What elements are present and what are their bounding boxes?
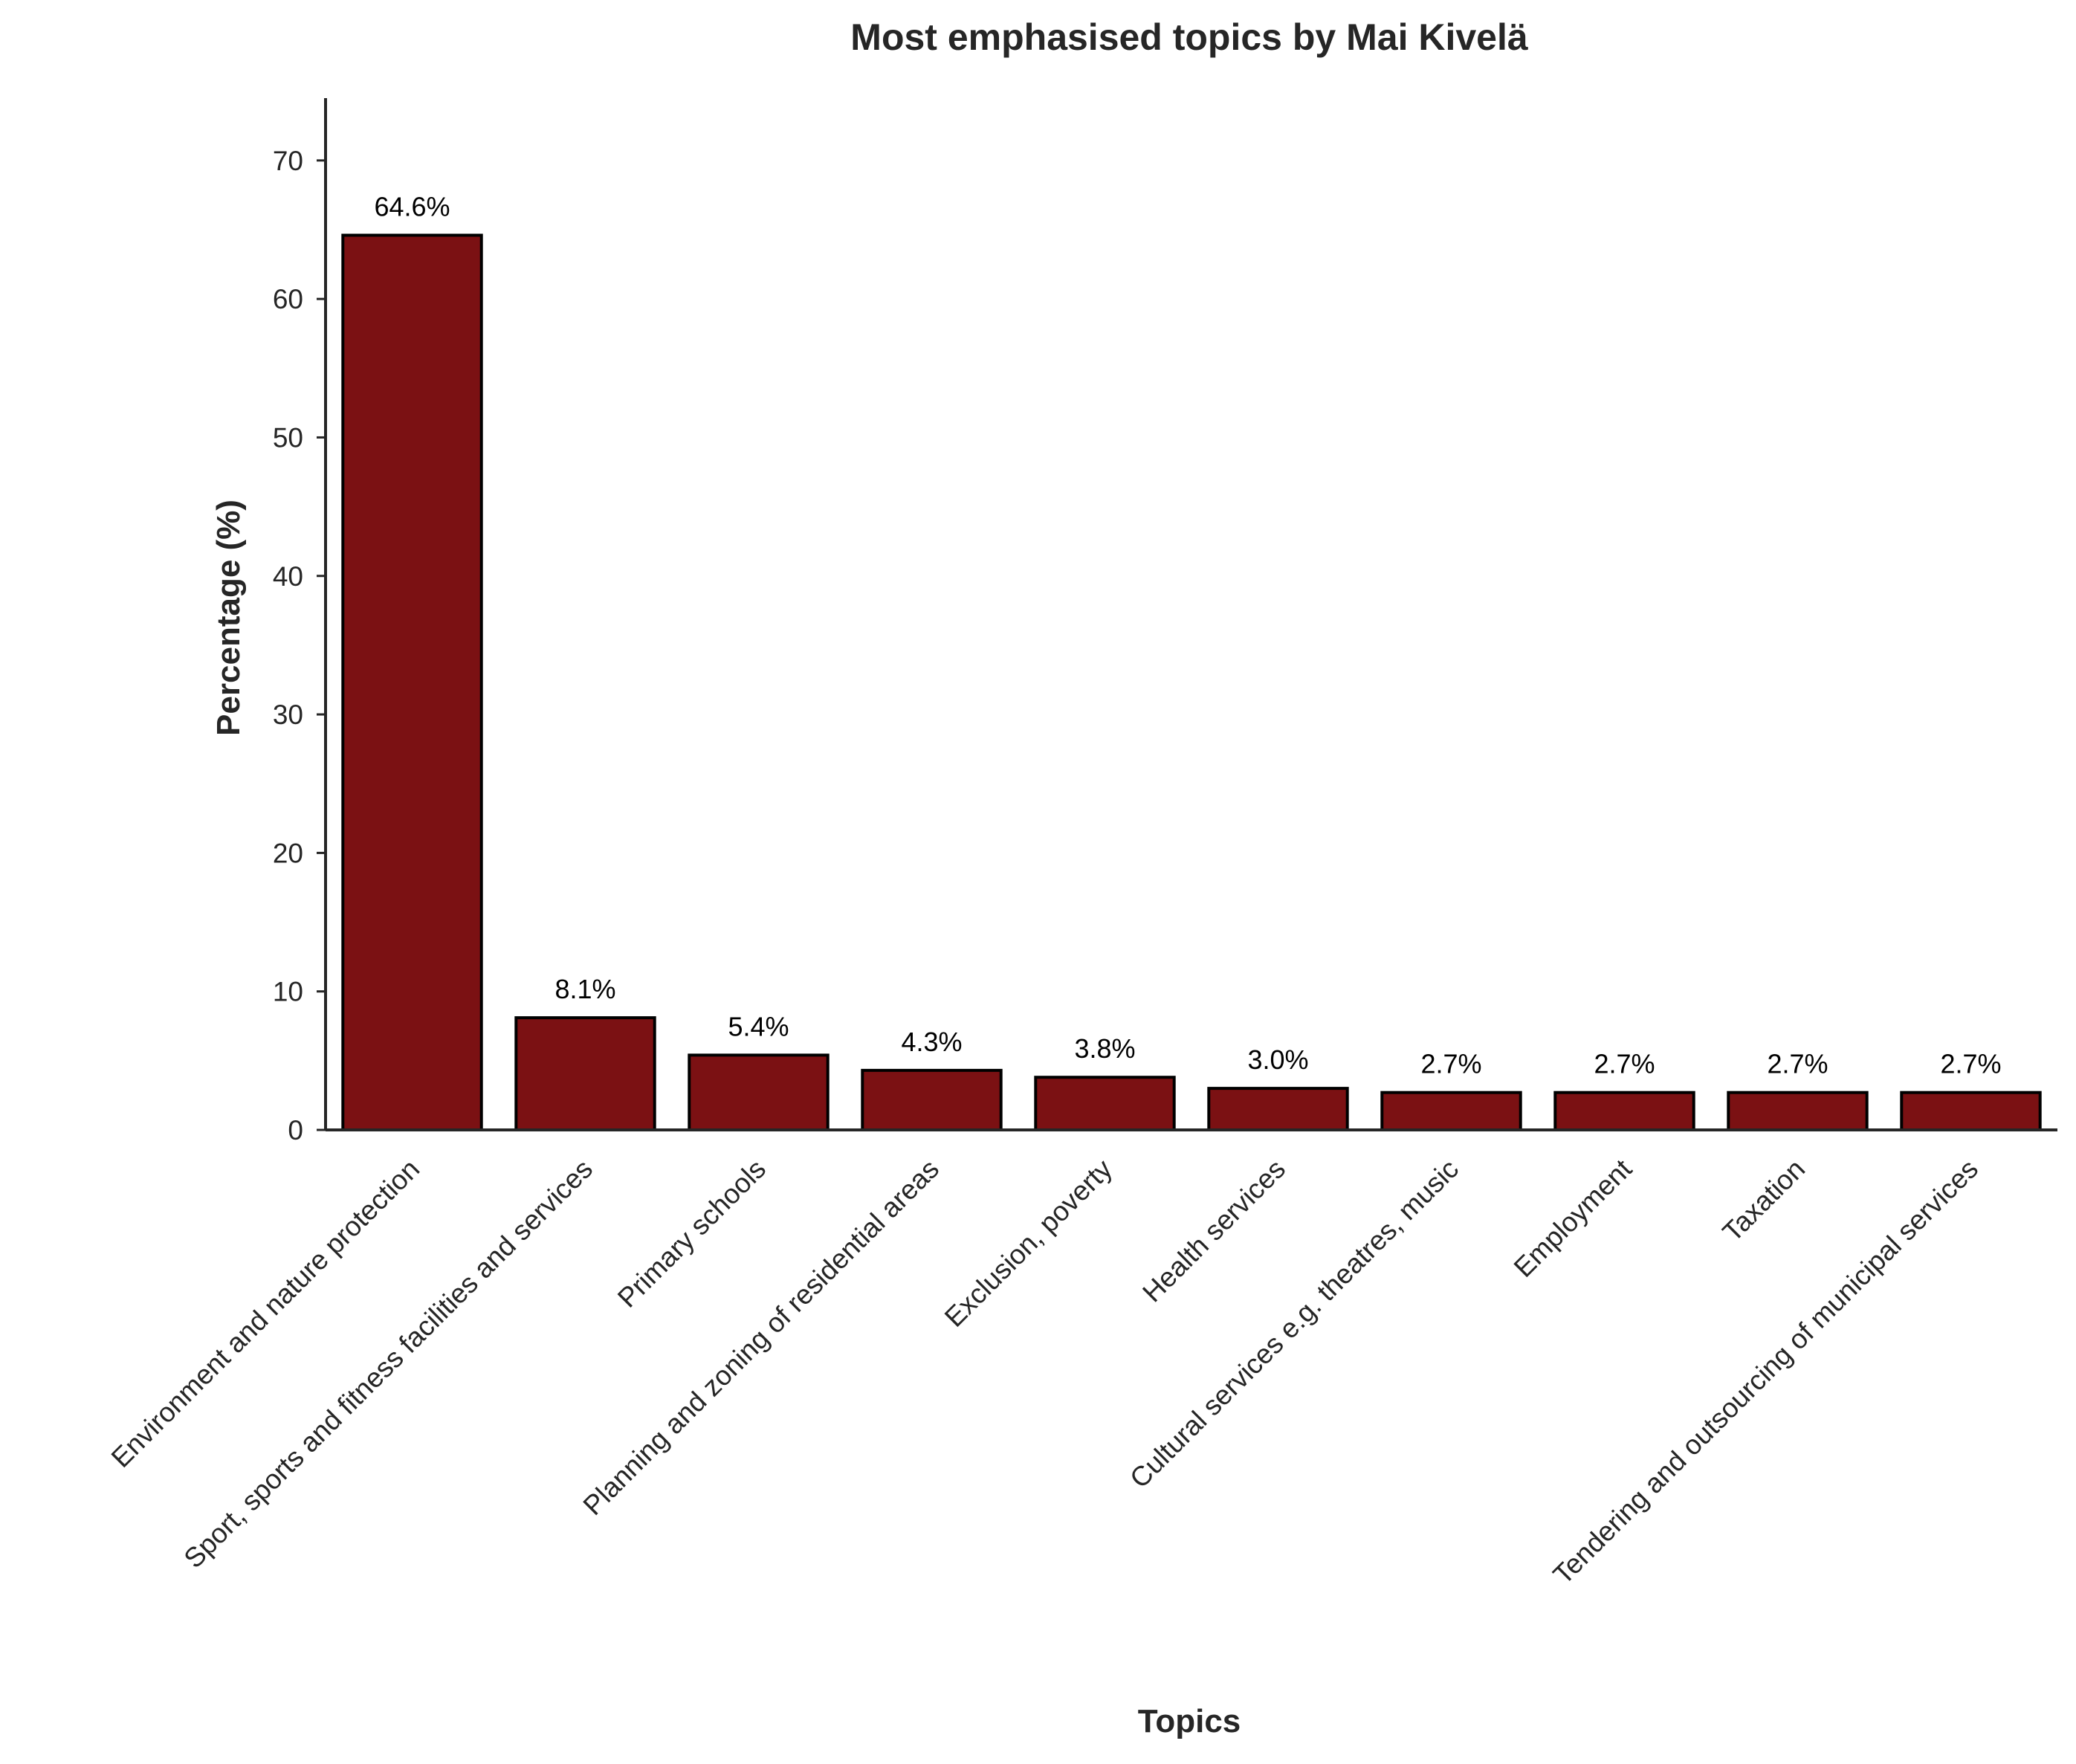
- y-tick-label-60: 60: [273, 284, 303, 314]
- bar-7: [1380, 1091, 1522, 1132]
- y-tick-label-10: 10: [273, 977, 303, 1007]
- bar-5: [1034, 1076, 1176, 1131]
- bar-1: [341, 233, 483, 1131]
- x-tick-label-5: Exclusion, poverty: [939, 1153, 1119, 1333]
- data-label-5: 3.8%: [1074, 1033, 1135, 1064]
- x-tick-label-4: Planning and zoning of residential areas: [578, 1154, 945, 1521]
- x-tick-label-9: Taxation: [1717, 1154, 1811, 1247]
- x-tick-label-7: Cultural services e.g. theatres, music: [1124, 1154, 1464, 1494]
- bars: [341, 233, 2042, 1132]
- bar-3: [688, 1053, 830, 1132]
- chart-title: Most emphasised topics by Mai Kivelä: [850, 16, 1528, 58]
- y-tick-label-40: 40: [273, 561, 303, 592]
- x-tick-label-6: Health services: [1136, 1154, 1291, 1308]
- bar-4: [861, 1068, 1003, 1131]
- bar-9: [1727, 1091, 1869, 1132]
- data-label-3: 5.4%: [728, 1011, 789, 1041]
- x-tick-label-8: Employment: [1508, 1153, 1638, 1283]
- y-tick-label-70: 70: [273, 146, 303, 176]
- y-tick-label-30: 30: [273, 700, 303, 730]
- y-tick-label-20: 20: [273, 838, 303, 868]
- bar-6: [1207, 1087, 1349, 1132]
- bar-10: [1900, 1091, 2042, 1132]
- y-axis-ticks: 0 10 20 30 40 50 60 70: [273, 146, 326, 1146]
- data-label-2: 8.1%: [554, 974, 615, 1004]
- bar-8: [1553, 1091, 1695, 1132]
- data-label-6: 3.0%: [1247, 1044, 1308, 1075]
- x-tick-label-2: Sport, sports and fitness facilities and…: [178, 1154, 599, 1574]
- x-axis-ticks: Environment and nature protectionSport, …: [106, 1153, 1984, 1590]
- y-axis-label: Percentage (%): [210, 500, 247, 736]
- data-label-4: 4.3%: [901, 1027, 962, 1057]
- data-label-9: 2.7%: [1767, 1049, 1828, 1079]
- y-tick-label-50: 50: [273, 422, 303, 453]
- x-tick-label-3: Primary schools: [612, 1154, 772, 1314]
- data-labels: 64.6% 8.1% 5.4% 4.3% 3.8% 3.0% 2.7% 2.7% 2.7% 2.7…: [374, 191, 2001, 1079]
- data-label-7: 2.7%: [1420, 1049, 1481, 1079]
- data-label-8: 2.7%: [1594, 1049, 1655, 1079]
- bar-2: [514, 1016, 656, 1132]
- data-label-10: 2.7%: [1940, 1049, 2001, 1079]
- y-tick-label-0: 0: [288, 1115, 303, 1146]
- x-tick-label-1: Environment and nature protection: [106, 1154, 425, 1473]
- x-axis-label: Topics: [1138, 1703, 1241, 1739]
- data-label-1: 64.6%: [374, 191, 450, 222]
